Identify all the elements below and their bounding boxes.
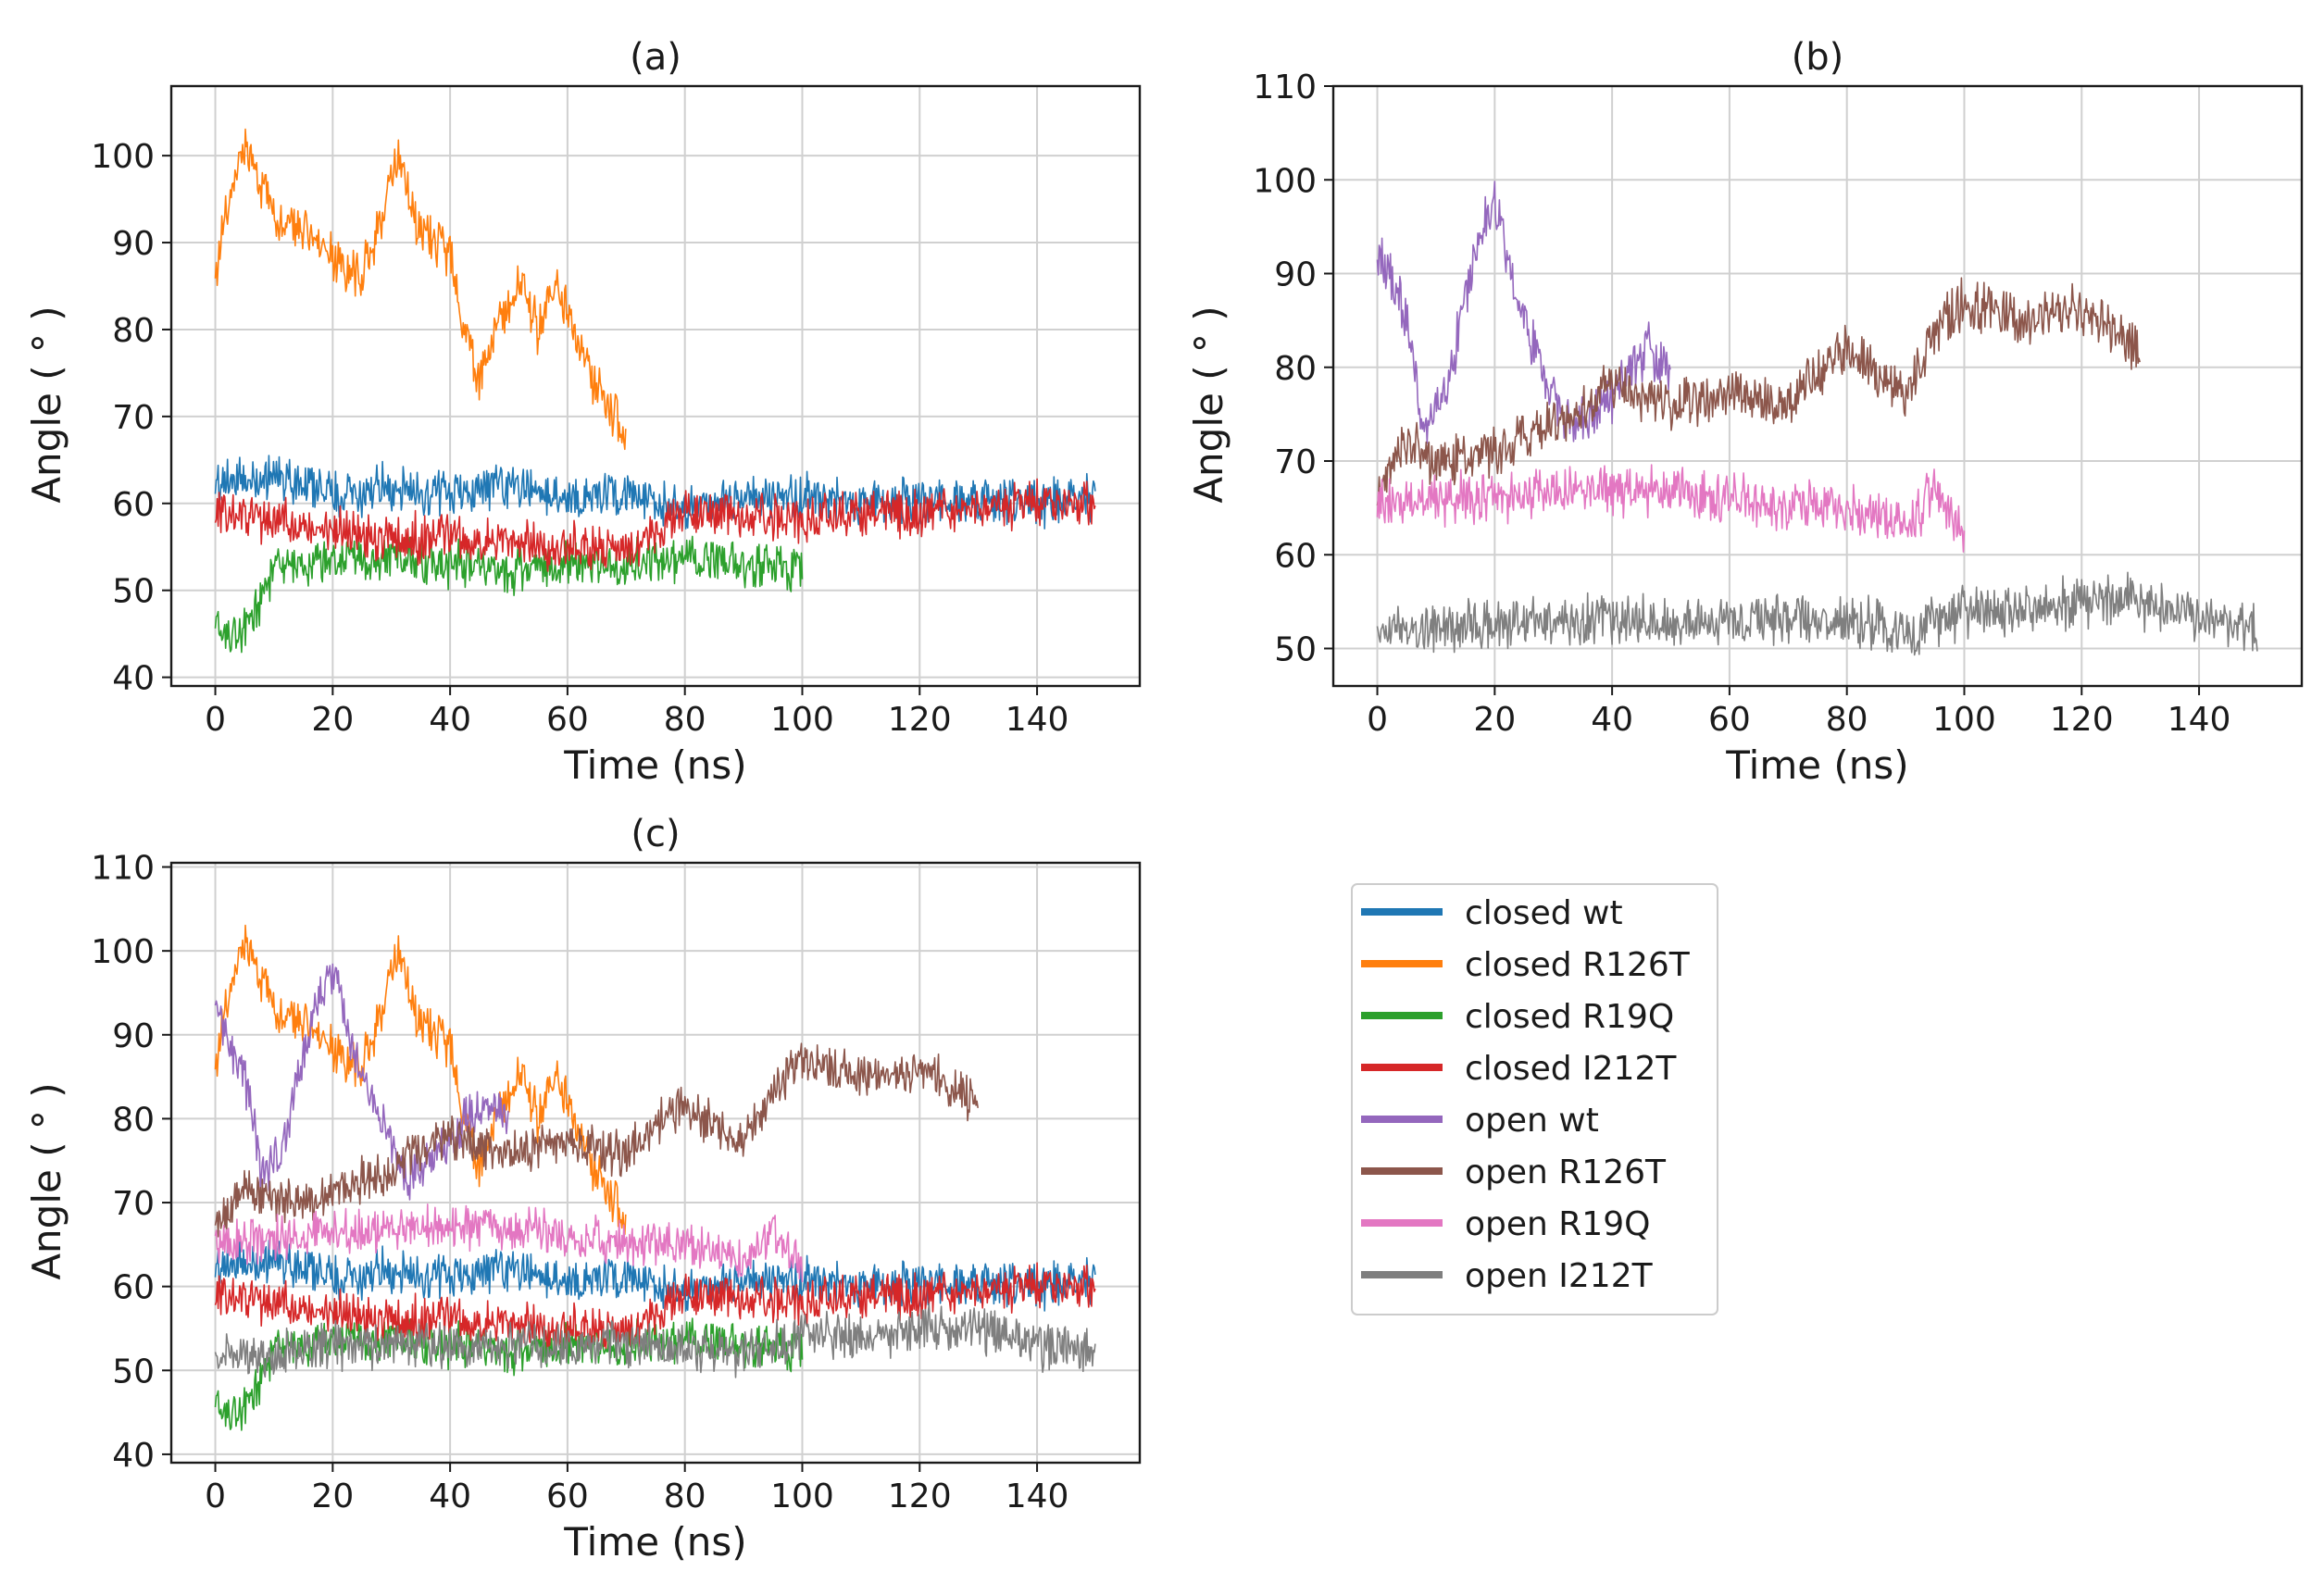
y-tick-label: 70	[1274, 443, 1317, 481]
axes-frame	[169, 84, 1142, 688]
x-tick-label: 60	[546, 1478, 589, 1515]
x-tick-label: 20	[1473, 701, 1516, 739]
x-axis-label: Time (ns)	[1725, 742, 1908, 788]
series-line-closed-wt	[214, 455, 1096, 530]
y-tick-label: 110	[91, 850, 155, 888]
x-tick-label: 140	[1006, 1478, 1069, 1515]
axes-frame	[1331, 84, 2304, 688]
x-tick-label: 80	[664, 1478, 706, 1515]
y-tick-label: 90	[112, 1017, 155, 1055]
legend-frame	[1351, 883, 1718, 1315]
y-tick-label: 70	[112, 399, 155, 437]
y-axis-label: Angle ( ° )	[24, 1082, 69, 1279]
y-tick-label: 60	[1274, 537, 1317, 575]
series-line-open-i212t	[1376, 571, 2258, 656]
series-line-open-r19q	[214, 1203, 804, 1283]
panel-b: 0 20 40 60 80 100 120 140 50 60 70 80 90 100 110 (b) Tim…	[1186, 36, 2304, 788]
y-tick-label: 110	[1253, 69, 1317, 106]
series-line-closed-i212t	[214, 1262, 1096, 1353]
y-tick-label: 90	[1274, 256, 1317, 294]
x-tick-label: 120	[888, 701, 952, 739]
x-tick-label: 80	[664, 701, 706, 739]
x-tick-label: 40	[429, 701, 471, 739]
series-line-open-i212t	[214, 1303, 1096, 1378]
x-tick-label: 20	[311, 1478, 354, 1515]
legend-label: open R19Q	[1465, 1205, 1650, 1243]
x-tick-label: 60	[1708, 701, 1751, 739]
legend: closed wt closed R126T closed R19Q closed I…	[1351, 883, 1718, 1315]
series-line-open-r126t	[214, 1042, 979, 1238]
x-tick-label: 0	[1367, 701, 1388, 739]
plot-area	[171, 86, 1140, 686]
legend-label: closed I212T	[1465, 1050, 1677, 1088]
x-tick-label: 100	[770, 701, 834, 739]
axes-frame	[169, 861, 1142, 1465]
y-axis-label: Angle ( ° )	[24, 305, 69, 503]
panel-title: (c)	[631, 813, 680, 855]
y-tick-label: 100	[1253, 162, 1317, 200]
series-line-closed-wt	[214, 1240, 1096, 1312]
x-tick-label: 0	[205, 1478, 226, 1515]
panel-title: (b)	[1792, 36, 1844, 79]
series-line-closed-r126t	[214, 128, 627, 451]
panel-a: 0 20 40 60 80 100 120 140 40 50 60 70 80 90 100 (a) Time…	[24, 36, 1142, 788]
x-tick-label: 80	[1826, 701, 1868, 739]
x-tick-label: 20	[311, 701, 354, 739]
y-tick-label: 50	[112, 1353, 155, 1390]
y-tick-label: 70	[112, 1185, 155, 1223]
series-line-open-r19q	[1376, 464, 1966, 553]
x-tick-label: 40	[1591, 701, 1633, 739]
legend-label: open R126T	[1465, 1153, 1667, 1191]
panel-c: 0 20 40 60 80 100 120 140 40 50 60 70 80 90 100 110 (c) T…	[24, 813, 1142, 1565]
panel-title: (a)	[630, 36, 681, 79]
x-tick-label: 60	[546, 701, 589, 739]
y-tick-label: 80	[112, 1101, 155, 1139]
y-tick-label: 90	[112, 225, 155, 263]
x-tick-label: 100	[770, 1478, 834, 1515]
legend-label: closed R19Q	[1465, 998, 1674, 1036]
x-axis-label: Time (ns)	[563, 1519, 746, 1565]
legend-label: closed wt	[1465, 894, 1623, 932]
series-line-open-wt	[1376, 181, 1671, 444]
x-axis-label: Time (ns)	[563, 742, 746, 788]
x-tick-label: 40	[429, 1478, 471, 1515]
legend-label: open I212T	[1465, 1257, 1654, 1295]
x-tick-label: 120	[888, 1478, 952, 1515]
series-line-open-r126t	[1376, 277, 2141, 506]
y-tick-label: 40	[112, 660, 155, 698]
legend-label: open wt	[1465, 1102, 1599, 1140]
y-tick-label: 100	[91, 138, 155, 176]
x-tick-label: 140	[1006, 701, 1069, 739]
y-tick-label: 40	[112, 1437, 155, 1475]
series-line-closed-i212t	[214, 478, 1096, 572]
legend-label: closed R126T	[1465, 946, 1691, 984]
y-tick-label: 100	[91, 933, 155, 971]
y-axis-label: Angle ( ° )	[1186, 305, 1231, 503]
y-tick-label: 60	[112, 486, 155, 524]
y-tick-label: 50	[112, 573, 155, 611]
x-tick-label: 120	[2050, 701, 2114, 739]
x-tick-label: 0	[205, 701, 226, 739]
series-line-closed-r126t	[214, 924, 627, 1236]
series-line-closed-r19q	[214, 535, 804, 654]
y-tick-label: 50	[1274, 631, 1317, 669]
x-tick-label: 100	[1932, 701, 1996, 739]
plot-area	[171, 863, 1140, 1463]
series-line-open-wt	[214, 963, 509, 1201]
y-tick-label: 60	[112, 1269, 155, 1307]
y-tick-label: 80	[1274, 350, 1317, 388]
x-tick-label: 140	[2168, 701, 2231, 739]
y-tick-label: 80	[112, 312, 155, 350]
